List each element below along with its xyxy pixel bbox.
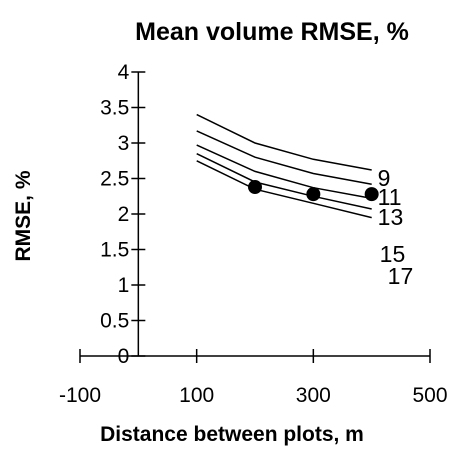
y-tick-label: 3.5 [100,97,129,120]
series-label-15: 15 [380,241,406,267]
y-tick-label: 1.5 [100,239,129,262]
data-marker [364,187,379,202]
y-tick-label: 0.5 [100,310,129,333]
series-label-9: 9 [378,165,391,191]
series-label-17: 17 [388,263,414,289]
marker-layer [248,180,379,202]
series-line-13 [196,144,372,200]
y-tick-label: 2 [118,203,130,226]
series-line-17 [196,160,372,219]
x-tick-label: -100 [59,384,101,407]
data-marker [248,180,262,195]
series-line-9 [196,113,372,171]
x-axis-title: Distance between plots, m [100,423,364,446]
x-tick-label: 100 [179,384,214,407]
series-label-11: 11 [378,184,402,210]
series-layer [196,113,372,219]
y-tick-label: 0 [118,345,130,368]
chart-title: Mean volume RMSE, % [135,18,409,46]
data-marker [306,187,321,202]
y-tick-label: 1 [118,274,130,297]
y-tick-label: 4 [118,61,130,84]
x-tick-label: 500 [412,384,447,407]
series-label-13: 13 [378,204,404,230]
y-axis-title: RMSE, % [12,170,35,261]
x-tick-label: 300 [296,384,331,407]
y-tick-label: 3 [118,132,130,155]
y-tick-label: 2.5 [100,168,129,191]
series-line-11 [196,130,372,185]
series-line-15 [196,153,372,210]
axes: 0 0.5 1 1.5 2 2.5 3 3.5 4 -100 100 300 500 [59,61,448,407]
